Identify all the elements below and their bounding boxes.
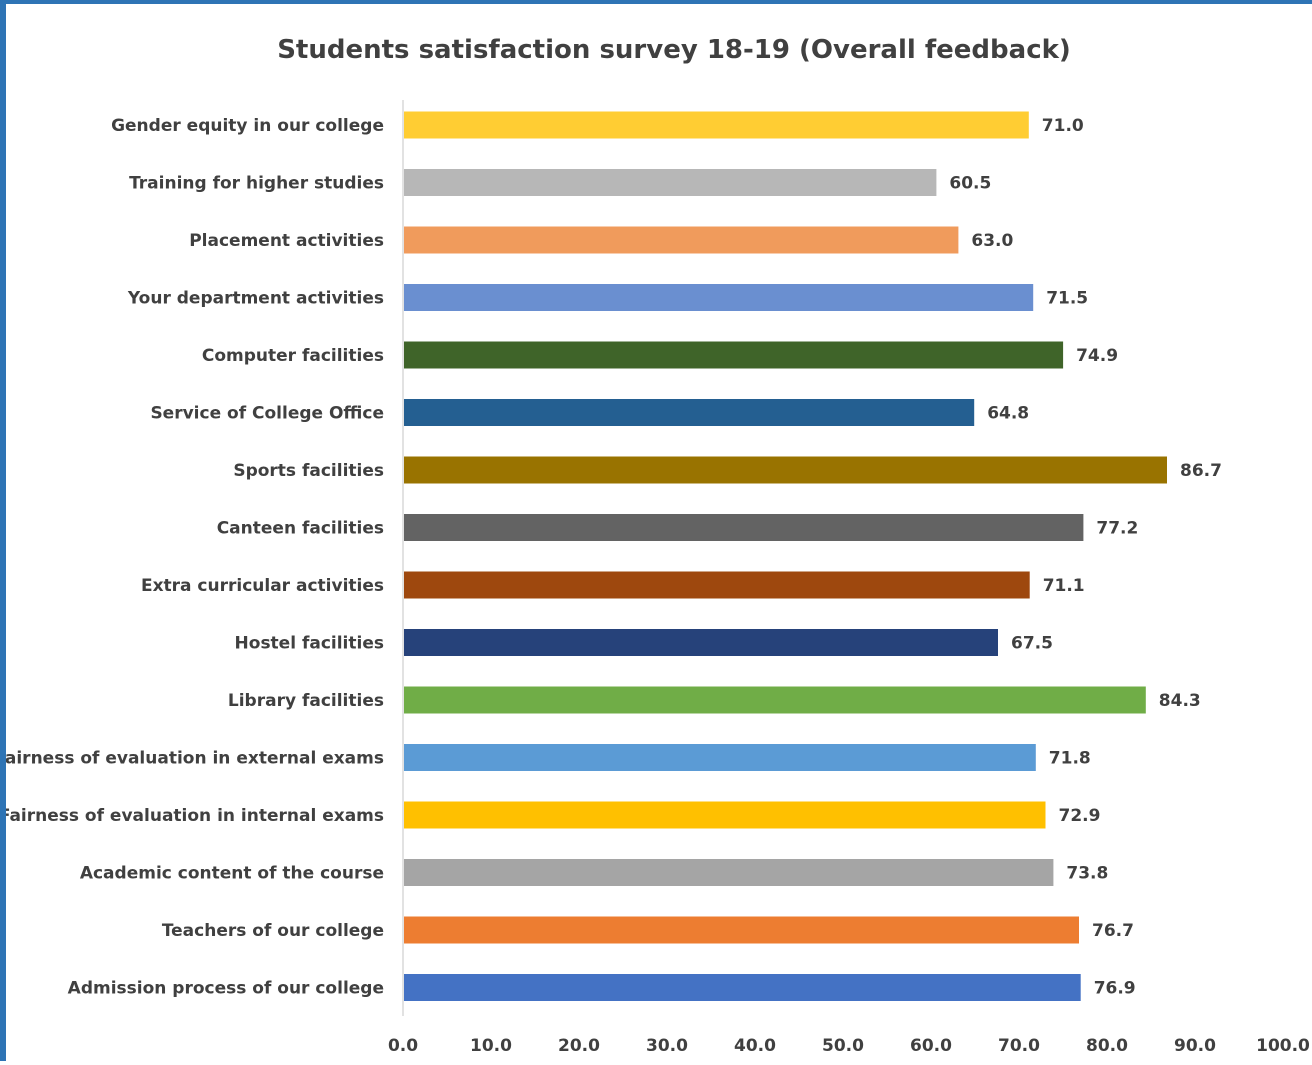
value-label: 60.5 (949, 174, 991, 194)
value-label: 86.7 (1180, 461, 1222, 481)
bar (404, 744, 1036, 771)
bar (404, 226, 959, 254)
category-label: Canteen facilities (217, 519, 384, 539)
category-label: Fairness of evaluation in internal exams (6, 806, 384, 826)
bar (404, 341, 1064, 369)
value-label: 71.5 (1046, 289, 1088, 309)
value-label: 67.5 (1011, 634, 1053, 654)
category-label: Admission process of our college (68, 979, 384, 999)
category-label: Sports facilities (233, 461, 384, 481)
chart-title: Students satisfaction survey 18-19 (Over… (277, 35, 1071, 65)
category-label: Training for higher studies (129, 174, 384, 194)
x-tick-label: 70.0 (998, 1036, 1040, 1056)
x-tick-label: 100.0 (1256, 1036, 1310, 1056)
value-labels-group: 71.0 60.5 63.0 71.5 74.9 64.8 86.7 77.2 71.1 67.5… (949, 116, 1222, 999)
value-label: 84.3 (1159, 691, 1201, 711)
bar (404, 571, 1030, 599)
bar (404, 169, 937, 196)
x-tick-label: 10.0 (470, 1036, 512, 1056)
category-label: Computer facilities (202, 346, 384, 366)
bar (404, 284, 1034, 311)
x-tick-label: 0.0 (388, 1036, 418, 1056)
value-label: 63.0 (971, 231, 1013, 251)
bar (404, 974, 1081, 1001)
x-tick-label: 80.0 (1086, 1036, 1128, 1056)
value-label: 71.1 (1043, 576, 1085, 596)
value-label: 74.9 (1076, 346, 1118, 366)
category-label: Hostel facilities (235, 634, 384, 654)
x-tick-label: 90.0 (1174, 1036, 1216, 1056)
value-label: 72.9 (1059, 806, 1101, 826)
category-labels-group: Gender equity in our college Training for… (6, 116, 384, 999)
x-tick-label: 50.0 (822, 1036, 864, 1056)
category-label: Academic content of the course (80, 864, 384, 884)
bar (404, 399, 975, 426)
value-label: 71.8 (1049, 749, 1091, 769)
x-tick-labels-group: 0.0 10.0 20.0 30.0 40.0 50.0 60.0 70.0 80.0 90.0 1… (388, 1036, 1310, 1056)
bar (404, 916, 1079, 944)
value-label: 77.2 (1096, 519, 1138, 539)
bar (404, 456, 1167, 484)
bar (404, 514, 1084, 541)
category-label: Teachers of our college (162, 921, 384, 941)
category-label: Your department activities (127, 289, 384, 309)
category-label: Placement activities (189, 231, 384, 251)
bar (404, 629, 998, 656)
value-label: 76.7 (1092, 921, 1134, 941)
bar (404, 111, 1029, 139)
x-tick-label: 60.0 (910, 1036, 952, 1056)
bar (404, 686, 1146, 714)
category-label: Gender equity in our college (111, 116, 384, 136)
bar (404, 859, 1054, 886)
category-label: Fairness of evaluation in external exams (6, 749, 384, 769)
x-tick-label: 20.0 (558, 1036, 600, 1056)
x-tick-label: 40.0 (734, 1036, 776, 1056)
value-label: 76.9 (1094, 979, 1136, 999)
category-label: Service of College Office (150, 404, 384, 424)
bars-group (404, 111, 1167, 1001)
bar-chart: Students satisfaction survey 18-19 (Over… (6, 35, 1310, 1056)
category-label: Library facilities (228, 691, 384, 711)
category-label: Extra curricular activities (141, 576, 384, 596)
value-label: 64.8 (987, 404, 1029, 424)
value-label: 73.8 (1066, 864, 1108, 884)
bar (404, 801, 1046, 829)
x-tick-label: 30.0 (646, 1036, 688, 1056)
value-label: 71.0 (1042, 116, 1084, 136)
